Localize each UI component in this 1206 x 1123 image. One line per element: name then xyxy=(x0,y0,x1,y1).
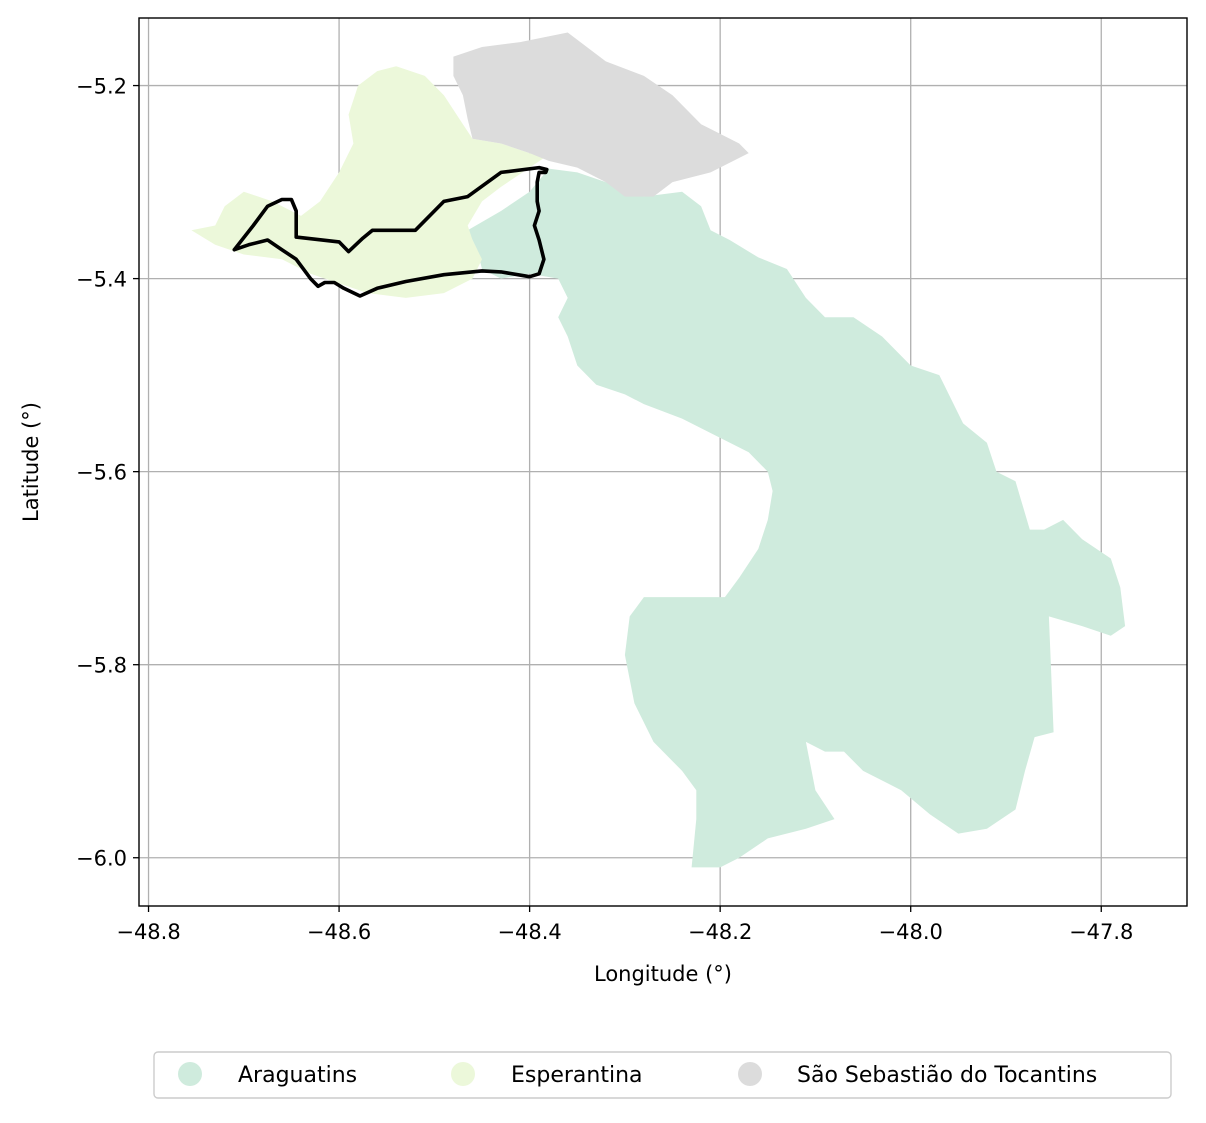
legend-marker-araguatins xyxy=(178,1062,202,1086)
x-tick-label: −48.2 xyxy=(688,920,752,944)
region-polygons xyxy=(191,32,1126,868)
y-tick-label: −5.8 xyxy=(76,654,127,678)
legend-frame xyxy=(153,1051,1172,1099)
legend: Araguatins Esperantina São Sebastião do … xyxy=(153,1051,1172,1099)
plot-frame xyxy=(138,17,1188,907)
x-tick-label: −47.8 xyxy=(1069,920,1133,944)
x-tick-label: −48.6 xyxy=(307,920,371,944)
legend-label-sao-sebastiao: São Sebastião do Tocantins xyxy=(797,1063,1097,1088)
legend-marker-esperantina xyxy=(451,1062,475,1086)
legend-marker-sao-sebastiao xyxy=(738,1062,762,1086)
legend-label-esperantina: Esperantina xyxy=(511,1063,643,1088)
y-tick-label: −6.0 xyxy=(76,847,127,871)
x-tick-label: −48.0 xyxy=(879,920,943,944)
axis-ticks: −48.8 −48.6 −48.4 −48.2 −48.0 −47.8 −5.2 −5.4 −5… xyxy=(76,75,1133,944)
boundary-outline xyxy=(232,165,549,298)
legend-label-araguatins: Araguatins xyxy=(238,1063,357,1088)
region-esperantina xyxy=(191,66,544,298)
region-sao-sebastiao-do-tocantins xyxy=(453,32,749,197)
y-tick-label: −5.2 xyxy=(76,75,127,99)
boundary-outline-line xyxy=(232,165,549,298)
y-tick-label: −5.4 xyxy=(76,268,127,292)
y-tick-label: −5.6 xyxy=(76,461,127,485)
x-axis-label: Longitude (°) xyxy=(594,962,732,986)
x-tick-label: −48.4 xyxy=(497,920,561,944)
y-axis-label: Latitude (°) xyxy=(19,402,43,522)
region-araguatins xyxy=(467,168,1126,868)
x-tick-label: −48.8 xyxy=(116,920,180,944)
